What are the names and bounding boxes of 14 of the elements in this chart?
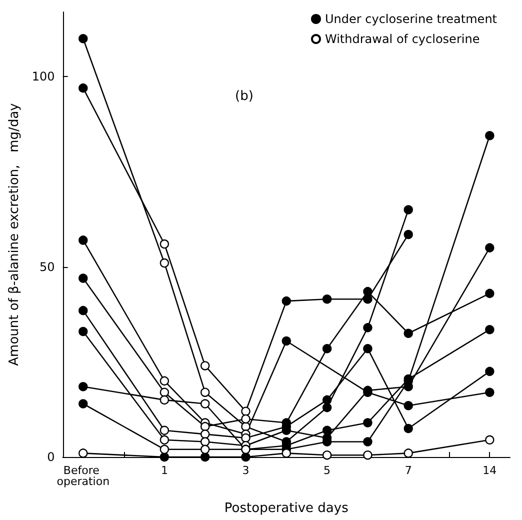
y-tick-label: 100 xyxy=(32,70,55,84)
annotation: (b) xyxy=(235,89,254,104)
x-tick-label: Before operation xyxy=(56,464,110,488)
legend-label: Withdrawal of cycloserine xyxy=(324,32,480,46)
y-axis-title: Amount of β-alanine excretion, mg/day xyxy=(7,102,22,366)
y-tick-label: 50 xyxy=(40,260,55,274)
x-tick-label: 1 xyxy=(160,464,168,477)
x-axis-title: Postoperative days xyxy=(224,501,349,516)
y-tick-label: 0 xyxy=(47,450,55,464)
x-tick-label: 5 xyxy=(324,464,331,477)
x-tick-label: 7 xyxy=(404,464,412,477)
x-tick-label: 3 xyxy=(242,464,250,477)
x-tick-label: 14 xyxy=(482,464,497,477)
legend-label: Under cycloserine treatment xyxy=(324,12,498,26)
